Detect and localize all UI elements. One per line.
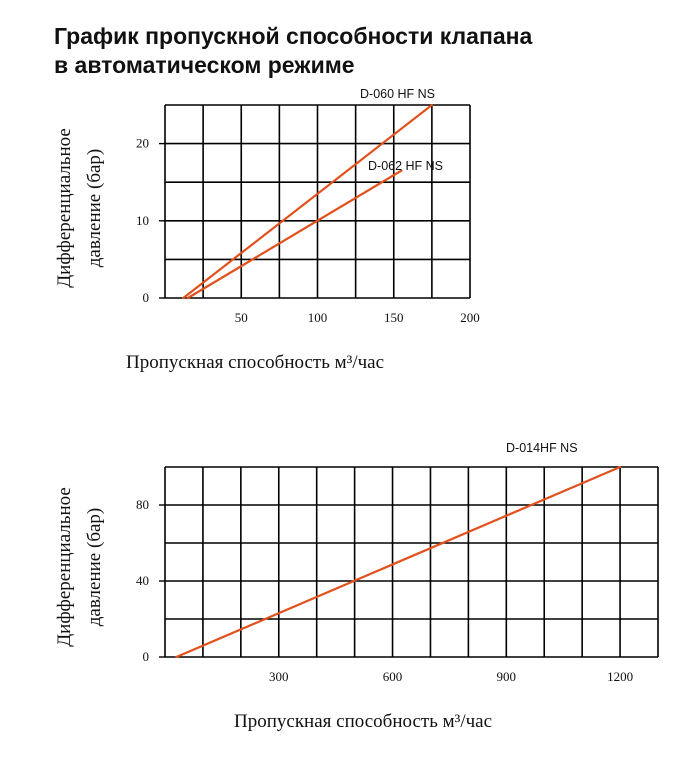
chart-title-line-2: в автоматическом режиме (54, 52, 355, 78)
chart-2-x-tick-label: 1200 (607, 669, 633, 684)
chart-2-grid (164, 466, 659, 658)
chart-1-series-1-line (182, 103, 433, 300)
chart-1-grid (164, 104, 471, 299)
chart-1-y-tick-label: 0 (143, 290, 150, 305)
chart-2-x-tick-label: 900 (497, 669, 517, 684)
chart-1-y-tick-label: 20 (136, 136, 149, 151)
chart-2-y-tick-label: 0 (143, 649, 150, 664)
chart-1-plot: 0 10 20 50 100 150 200 Дифференциальное давление… (54, 87, 480, 325)
chart-1-series-2-line (186, 169, 403, 300)
chart-1-x-axis-label: Пропускная способность м³/час (126, 352, 385, 373)
chart-2-x-tick-label: 300 (269, 669, 289, 684)
chart-1-series-2-label: D-062 HF NS (368, 159, 443, 173)
chart-2-series-1-label: D-014HF NS (506, 441, 578, 455)
chart-2-y-axis-label-line-1: Дифференциальное (54, 487, 75, 647)
chart-1: 0 10 20 50 100 150 200 Дифференциальное давление… (54, 87, 480, 373)
chart-1-x-tick-label: 200 (460, 310, 480, 325)
chart-title: График пропускной способности клапана в … (54, 22, 532, 80)
chart-1-x-tick-label: 100 (308, 310, 328, 325)
chart-1-y-tick-label: 10 (136, 213, 149, 228)
chart-1-x-tick-label: 150 (384, 310, 404, 325)
chart-1-y-axis-label-line-2: давление (бар) (84, 149, 105, 268)
chart-title-line-1: График пропускной способности клапана (54, 23, 533, 49)
chart-2-series-1-line (175, 465, 622, 659)
chart-1-series-1-label: D-060 HF NS (360, 87, 435, 101)
chart-1-y-axis-label-line-1: Дифференциальное (54, 128, 75, 288)
chart-2-y-tick-label: 80 (136, 497, 149, 512)
chart-2-x-tick-label: 600 (383, 669, 403, 684)
chart-2-x-axis-label: Пропускная способность м³/час (234, 711, 493, 732)
chart-2-y-axis-label-line-2: давление (бар) (84, 508, 105, 627)
chart-2-y-tick-label: 40 (136, 573, 149, 588)
chart-1-x-tick-label: 50 (235, 310, 248, 325)
